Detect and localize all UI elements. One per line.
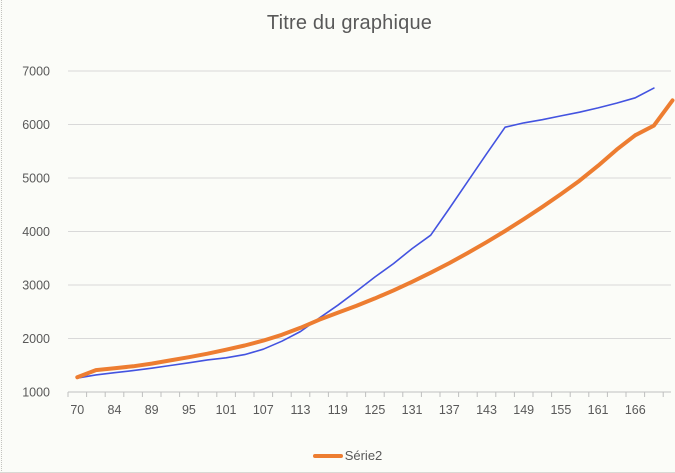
x-axis-tick-label: 149: [513, 403, 534, 417]
y-axis-tick-label: 2000: [22, 332, 50, 346]
x-axis-tick-label: 101: [216, 403, 237, 417]
legend-line-swatch-serie2: [312, 453, 343, 458]
x-axis-tick-label: 70: [70, 403, 84, 417]
x-axis-tick-label: 125: [364, 403, 385, 417]
series-line-serie2: [75, 98, 675, 380]
y-axis-tick-label: 4000: [22, 225, 50, 239]
y-axis-tick-label: 6000: [22, 118, 50, 132]
series-line-blue: [76, 87, 655, 379]
x-axis-tick-label: 107: [253, 403, 274, 417]
y-axis-tick-label: 5000: [22, 172, 50, 186]
y-axis-tick-label: 3000: [22, 279, 50, 293]
page-break-dotted-line: [1, 0, 2, 473]
x-axis-tick-label: 89: [145, 403, 159, 417]
x-axis-tick-label: 143: [476, 403, 497, 417]
y-axis-tick-label: 7000: [22, 65, 50, 79]
y-axis-tick-label: 1000: [22, 386, 50, 400]
x-axis-tick-label: 155: [550, 403, 571, 417]
x-axis-tick-label: 113: [291, 403, 311, 417]
x-axis-tick-label: 131: [402, 403, 423, 417]
x-axis-tick-label: 161: [588, 403, 609, 417]
x-axis-tick-label: 137: [439, 403, 460, 417]
legend-label-serie2: Série2: [344, 448, 383, 463]
chart-title[interactable]: Titre du graphique: [266, 12, 433, 34]
x-axis-tick-label: 166: [625, 403, 646, 417]
x-axis-tick-label: 84: [108, 403, 122, 417]
x-axis-tick-label: 95: [182, 403, 196, 417]
x-axis-tick-label: 119: [328, 403, 348, 417]
chart-legend[interactable]: Série2: [10, 448, 675, 463]
